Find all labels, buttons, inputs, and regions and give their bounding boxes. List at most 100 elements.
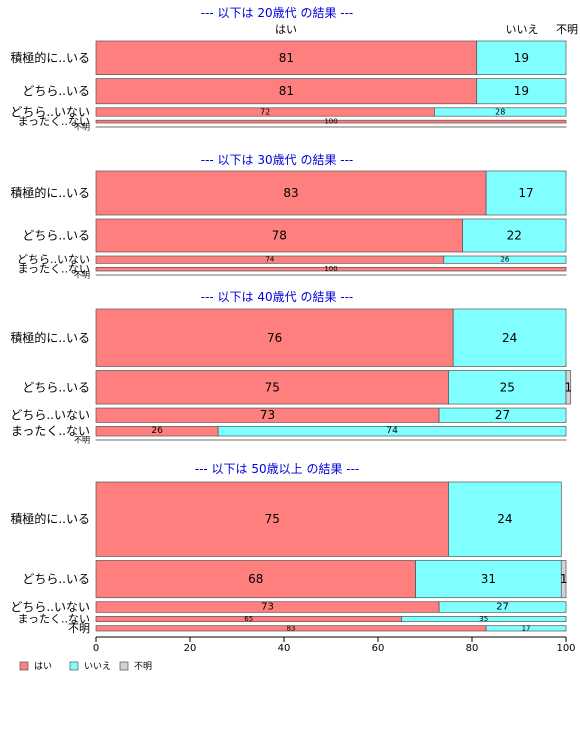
bar-segment-no [476, 40, 567, 75]
panel-title: --- 以下は 20歳代 の結果 --- [201, 6, 354, 20]
category-label: まったく..ない [17, 613, 90, 626]
bar-outline-empty [95, 126, 567, 128]
bar-segment-no [438, 407, 567, 423]
bar-segment-no [448, 370, 567, 405]
bar-segment-yes [95, 370, 449, 405]
bar-segment-no [443, 255, 567, 264]
data-label: 31 [481, 572, 496, 586]
data-label: 81 [279, 51, 294, 65]
header-label-unknown: 不明 [556, 23, 578, 36]
bar-segment-yes [95, 119, 567, 124]
bar-segment-no [462, 218, 567, 253]
bar-segment-yes [95, 266, 567, 272]
data-label: 26 [500, 256, 509, 264]
data-label: 22 [507, 229, 522, 243]
bar-segment-yes [95, 78, 478, 105]
category-label: まったく..ない [17, 115, 90, 128]
data-label: 27 [495, 408, 510, 422]
x-tick-label: 100 [556, 643, 575, 654]
x-tick-label: 0 [93, 643, 99, 654]
data-label: 25 [500, 380, 515, 394]
data-label: 100 [324, 265, 337, 273]
category-label: 積極的に..いる [10, 50, 90, 65]
data-label: 72 [260, 108, 270, 117]
category-label: どちら..いない [17, 253, 90, 266]
data-label: 27 [496, 602, 509, 613]
x-tick-label: 60 [372, 643, 385, 654]
category-label: 積極的に..いる [10, 330, 90, 345]
legend-label: 不明 [134, 661, 152, 672]
category-label: 不明 [74, 271, 90, 280]
x-tick-label: 40 [278, 643, 291, 654]
bar-segment-no [452, 308, 567, 367]
data-label: 19 [514, 84, 529, 98]
data-label: 1 [565, 380, 573, 394]
x-tick-label: 80 [466, 643, 479, 654]
legend-label: いいえ [84, 661, 111, 672]
bar-segment-no [485, 625, 567, 632]
data-label: 76 [267, 331, 282, 345]
category-label: 積極的に..いる [10, 185, 90, 200]
category-label: どちら..いない [10, 600, 90, 614]
category-label: 不明 [74, 436, 90, 445]
category-label: どちら..いる [22, 572, 90, 586]
data-label: 17 [518, 186, 533, 200]
bar-segment-no [415, 560, 562, 599]
bar-segment-no [476, 78, 567, 105]
bar-segment-yes [95, 170, 487, 216]
legend-swatch [69, 661, 79, 671]
data-label: 19 [514, 51, 529, 65]
data-label: 75 [265, 380, 280, 394]
category-label: 不明 [74, 123, 90, 132]
legend-label: はい [34, 661, 52, 672]
category-label: どちら..いない [10, 105, 90, 119]
bar-segment-no [434, 107, 567, 117]
data-label: 100 [324, 118, 337, 126]
data-label: 78 [272, 229, 287, 243]
bar-segment-no [438, 601, 567, 613]
panel-title: --- 以下は 30歳代 の結果 --- [201, 153, 354, 167]
data-label: 74 [386, 426, 398, 436]
data-label: 73 [260, 408, 275, 422]
legend-swatch [19, 661, 29, 671]
header-label-yes: はい [275, 23, 297, 36]
data-label: 24 [497, 512, 512, 526]
bar-segment-no [448, 481, 562, 557]
bar-outline-empty [95, 439, 567, 441]
data-label: 83 [283, 186, 298, 200]
category-label: どちら..いる [22, 380, 90, 394]
data-label: 28 [495, 108, 505, 117]
category-label: まったく..ない [11, 424, 90, 438]
category-label: どちら..いる [22, 84, 90, 98]
data-label: 68 [248, 572, 263, 586]
bar-segment-no [401, 616, 567, 623]
category-label: 不明 [68, 622, 90, 635]
category-label: どちら..いない [10, 408, 90, 422]
bar-segment-unknown [560, 560, 567, 599]
panel-title: --- 以下は 40歳代 の結果 --- [201, 290, 354, 304]
bar-segment-yes [95, 308, 454, 367]
x-tick-label: 20 [184, 643, 197, 654]
legend-swatch [119, 661, 129, 671]
data-label: 74 [265, 256, 274, 264]
bar-segment-yes [95, 560, 416, 599]
bar-segment-yes [95, 40, 478, 75]
data-label: 1 [560, 572, 568, 586]
header-label-no: いいえ [506, 23, 539, 36]
data-label: 26 [151, 426, 163, 436]
category-label: 積極的に..いる [10, 511, 90, 526]
bar-segment-no [485, 170, 567, 216]
data-label: 81 [279, 84, 294, 98]
bar-outline-empty [95, 274, 567, 276]
bar-segment-no [217, 426, 567, 437]
panel-title: --- 以下は 50歳以上 の結果 --- [195, 462, 360, 476]
category-label: まったく..ない [17, 263, 90, 276]
bar-segment-unknown [565, 370, 572, 405]
data-label: 17 [522, 624, 531, 632]
category-label: どちら..いる [22, 229, 90, 243]
data-label: 24 [502, 331, 517, 345]
data-label: 35 [479, 615, 488, 623]
data-label: 75 [265, 512, 280, 526]
bar-segment-yes [95, 481, 449, 557]
